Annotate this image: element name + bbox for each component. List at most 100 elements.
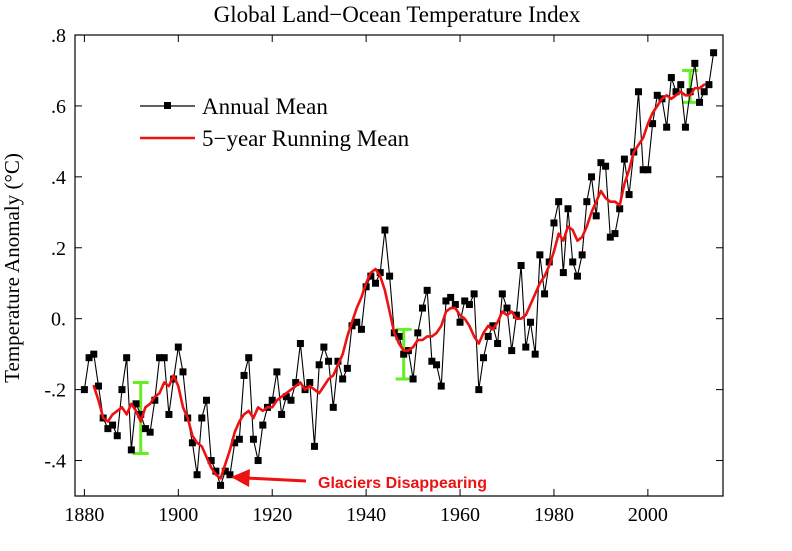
annual-mean-point	[442, 297, 450, 305]
annual-mean-point	[278, 410, 286, 418]
annual-mean-point	[249, 435, 257, 443]
running-mean-line	[92, 83, 706, 480]
annual-mean-point	[522, 343, 530, 351]
x-tick-label: 2000	[628, 504, 668, 526]
annual-mean-point	[334, 357, 342, 365]
annual-mean-point	[672, 88, 680, 96]
annual-mean-point	[653, 91, 661, 99]
plot-frame	[74, 34, 724, 497]
annual-mean-point	[221, 467, 229, 475]
annual-mean-point	[705, 81, 713, 89]
annual-mean-point	[588, 173, 596, 181]
legend-annual-marker	[164, 102, 171, 109]
x-tick-label: 1920	[252, 504, 292, 526]
annual-mean-point	[160, 354, 168, 362]
annual-mean-point	[325, 357, 333, 365]
annual-mean-point	[616, 205, 624, 213]
annual-mean-point	[386, 272, 394, 280]
annual-mean-point	[202, 396, 210, 404]
annual-mean-point	[132, 400, 140, 408]
annual-mean-point	[461, 297, 469, 305]
annual-mean-point	[433, 361, 441, 369]
annual-mean-point	[212, 467, 220, 475]
annual-mean-point	[240, 371, 248, 379]
annotation: Glaciers Disappearing	[231, 469, 487, 492]
annual-mean-point	[559, 269, 567, 277]
annual-mean-point	[447, 293, 455, 301]
annual-mean-point	[611, 230, 619, 238]
annual-mean-point	[409, 375, 417, 383]
annual-mean-point	[597, 159, 605, 167]
annual-mean-point	[94, 382, 102, 390]
annual-mean-point	[198, 414, 206, 422]
annual-mean-point	[700, 88, 708, 96]
annual-mean-point	[456, 318, 464, 326]
annual-mean-point	[146, 428, 154, 436]
annual-mean-point	[677, 81, 685, 89]
annual-mean-point	[606, 233, 614, 241]
annual-mean-point	[320, 343, 328, 351]
annual-mean-point	[310, 442, 318, 450]
annual-mean-point	[151, 396, 159, 404]
y-tick-label: .4	[51, 167, 66, 189]
annual-mean-point	[418, 304, 426, 312]
x-tick-label: 1880	[64, 504, 104, 526]
annual-mean-point	[489, 322, 497, 330]
y-axis-label: Temperature Anomaly (°C)	[0, 153, 24, 383]
annual-mean-point	[649, 120, 657, 128]
annual-mean-point	[90, 350, 98, 358]
legend: Annual Mean 5−year Running Mean	[140, 94, 410, 151]
annual-mean-point	[296, 340, 304, 348]
annual-mean-point	[254, 457, 262, 465]
annual-mean-point	[395, 332, 403, 340]
y-tick-label: .6	[51, 96, 66, 118]
annual-mean-point	[343, 364, 351, 372]
annual-mean-point	[235, 435, 243, 443]
annual-mean-point	[508, 347, 516, 355]
annual-mean-point	[564, 205, 572, 213]
annual-mean-point	[400, 350, 408, 358]
annual-mean-point	[480, 354, 488, 362]
annotation-arrow-shaft	[245, 476, 307, 483]
annual-mean-point	[188, 439, 196, 447]
chart-title: Global Land−Ocean Temperature Index	[214, 2, 581, 27]
annual-mean-point	[696, 98, 704, 106]
annual-mean-point	[245, 354, 253, 362]
annual-mean-point	[287, 396, 295, 404]
annotation-arrow-head	[231, 469, 250, 487]
annual-mean-point	[113, 432, 121, 440]
annual-mean-point	[353, 318, 361, 326]
annual-mean-point	[259, 421, 267, 429]
annual-mean-point	[80, 386, 88, 394]
annotation-text: Glaciers Disappearing	[318, 475, 487, 492]
annual-mean-point	[357, 325, 365, 333]
annual-mean-point	[710, 49, 718, 57]
y-tick-label: -.4	[44, 451, 66, 473]
annual-mean-point	[193, 471, 201, 479]
annual-mean-point	[691, 59, 699, 67]
annual-mean-point	[217, 481, 225, 489]
annual-mean-point	[569, 258, 577, 266]
legend-annual-label: Annual Mean	[202, 94, 328, 119]
annual-mean-point	[526, 318, 534, 326]
annual-mean-point	[207, 457, 215, 465]
annual-mean-point	[639, 166, 647, 174]
annual-mean-point	[625, 191, 633, 199]
annual-mean-series	[80, 49, 718, 489]
annual-mean-point	[428, 357, 436, 365]
annual-mean-point	[451, 301, 459, 309]
annual-mean-point	[541, 290, 549, 298]
annual-mean-point	[226, 471, 234, 479]
annual-mean-point	[174, 343, 182, 351]
annual-mean-point	[268, 396, 276, 404]
annual-mean-point	[376, 269, 384, 277]
y-tick-label: -.2	[44, 380, 66, 402]
annual-mean-point	[475, 386, 483, 394]
x-tick-label: 1980	[534, 504, 574, 526]
annual-mean-point	[494, 340, 502, 348]
annual-mean-point	[602, 162, 610, 170]
annual-mean-point	[465, 301, 473, 309]
annual-mean-point	[644, 166, 652, 174]
annual-mean-point	[663, 123, 671, 131]
